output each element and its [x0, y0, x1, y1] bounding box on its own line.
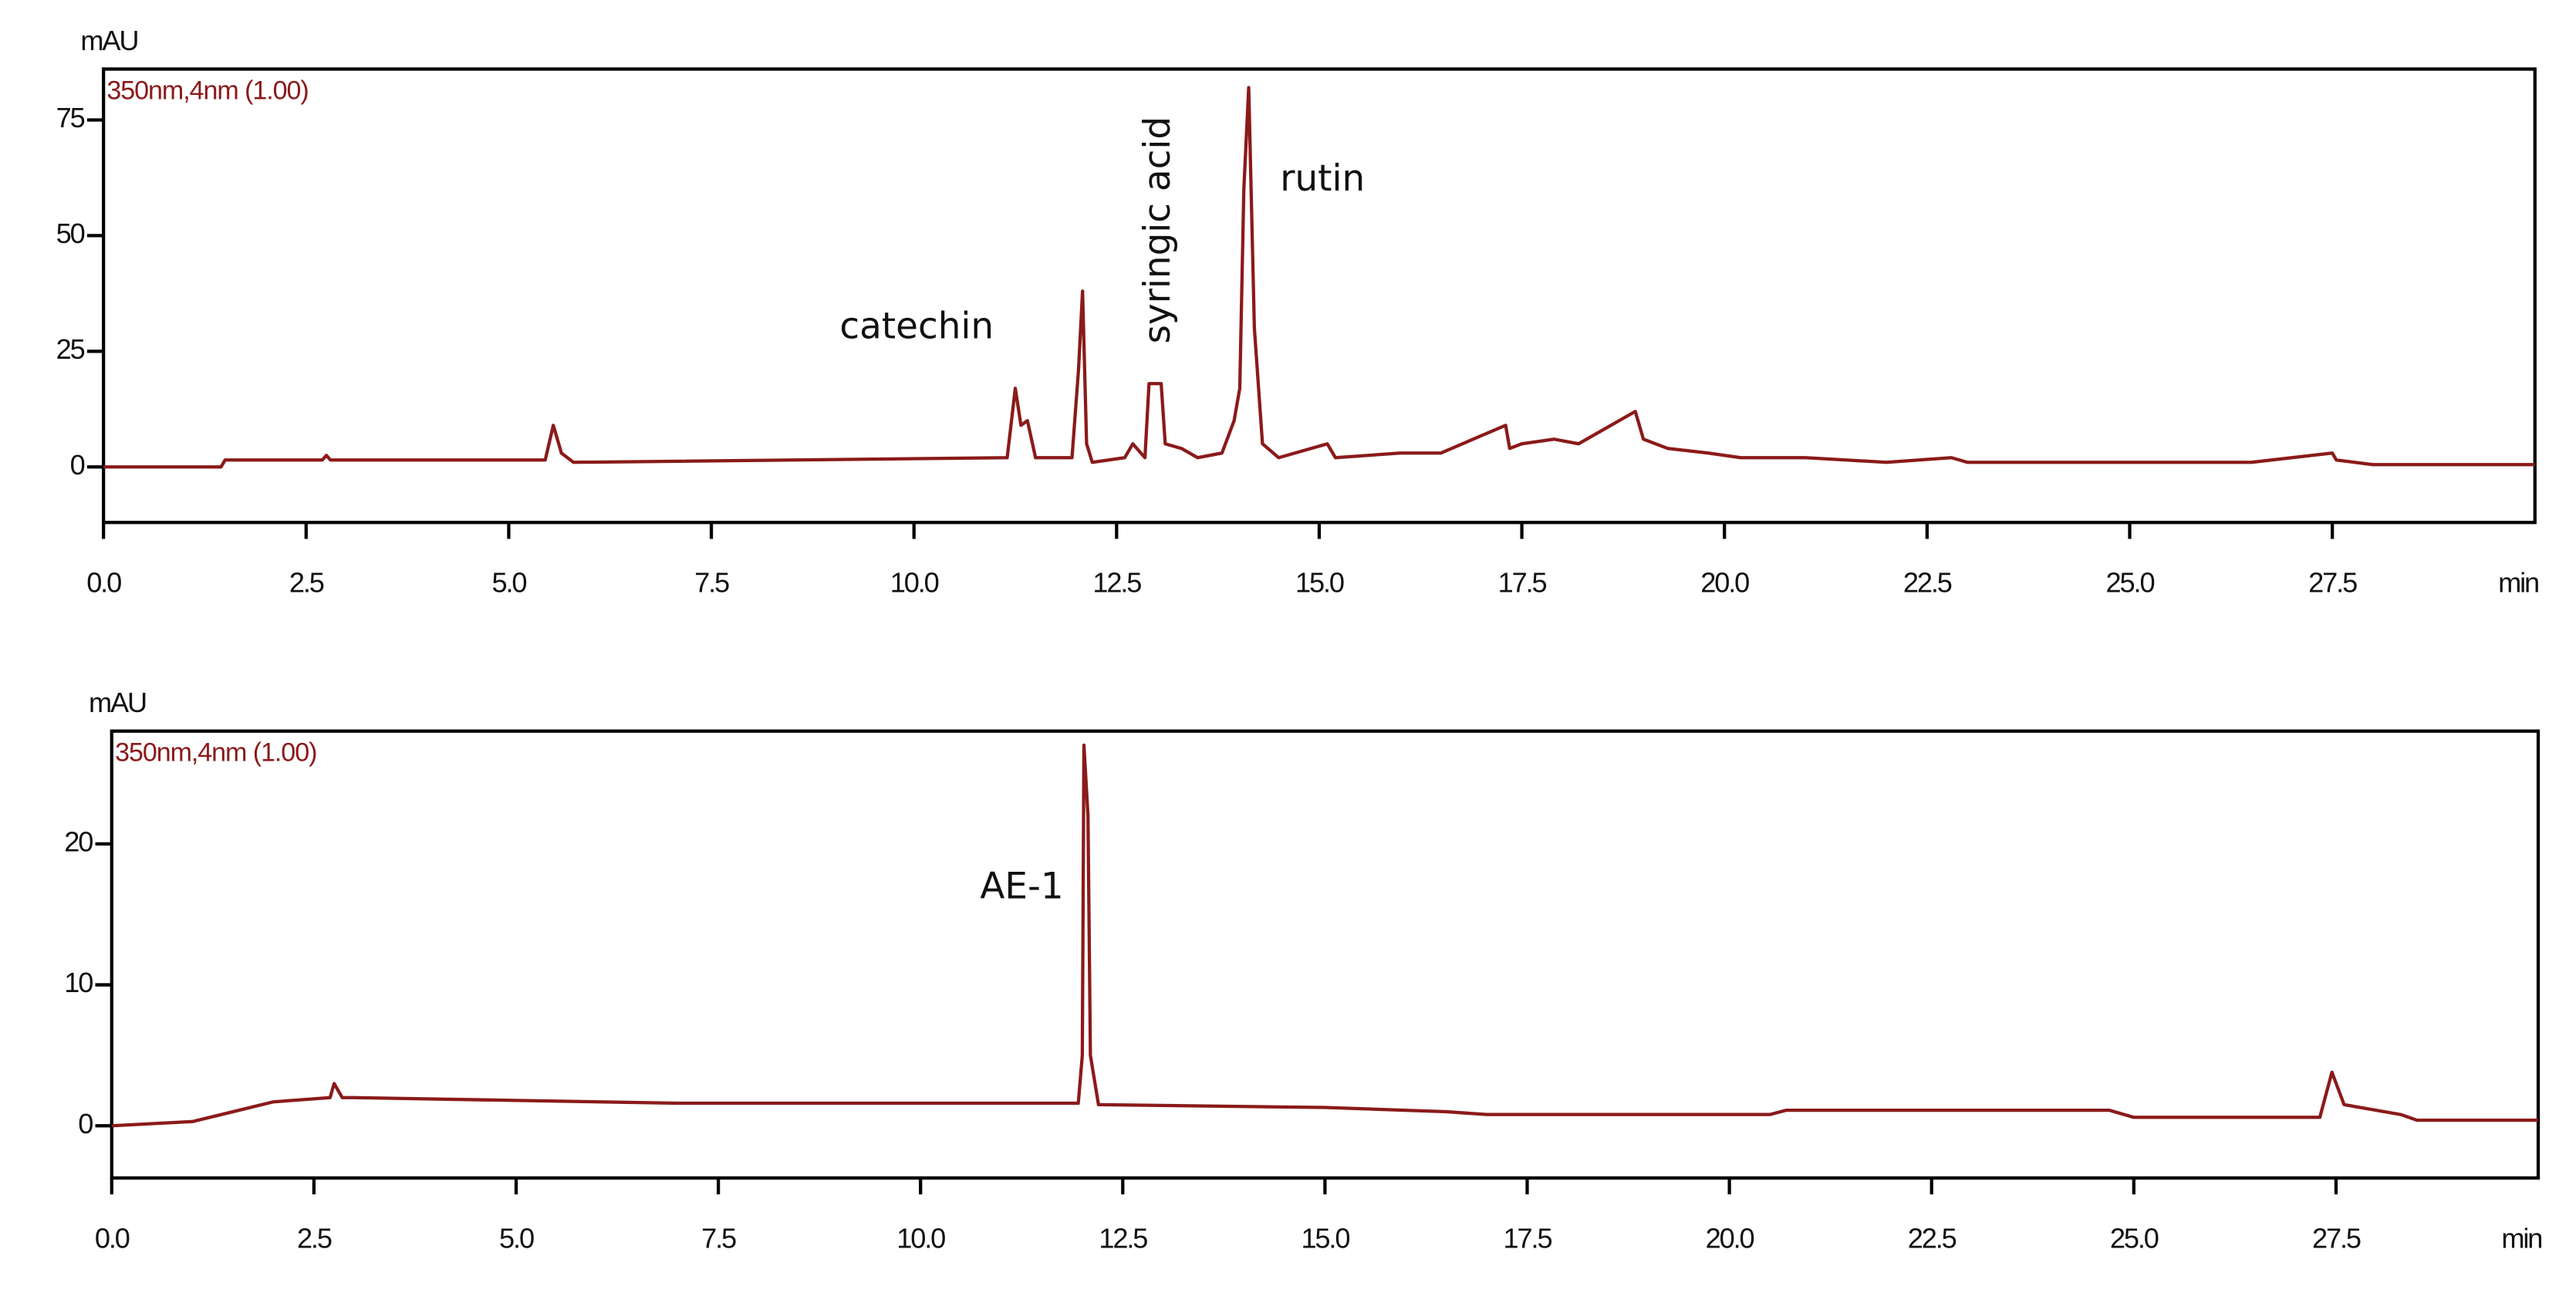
x-tick-label: 10.0	[896, 1222, 945, 1254]
x-tick-label: 25.0	[2106, 567, 2155, 599]
x-tick-label: 20.0	[1706, 1222, 1754, 1254]
x-tick-label: 5.0	[491, 567, 526, 599]
x-tick-label: 2.5	[289, 567, 324, 599]
x-tick-label: 12.5	[1092, 567, 1141, 599]
x-tick-label: 25.0	[2110, 1222, 2159, 1254]
x-tick-label: 10.0	[890, 567, 939, 599]
x-tick-label: 22.5	[1908, 1222, 1956, 1254]
y-axis-label: mAU	[80, 25, 137, 56]
x-tick-label: 27.5	[2308, 567, 2357, 599]
x-tick-label: 0.0	[86, 567, 121, 599]
x-axis-label: min	[2498, 567, 2538, 599]
peak-annotation: rutin	[1280, 158, 1365, 200]
x-tick-label: 7.5	[694, 567, 729, 599]
plot-frame	[102, 67, 2537, 525]
y-tick-label: 25	[56, 333, 85, 365]
x-tick-label: 7.5	[701, 1222, 736, 1254]
x-tick-label: 0.0	[95, 1222, 130, 1254]
x-axis-label: min	[2501, 1222, 2541, 1254]
y-tick-label: 10	[64, 967, 93, 998]
y-tick-label: 50	[56, 218, 85, 249]
x-tick-label: 17.5	[1498, 567, 1547, 599]
peak-annotation: AE-1	[980, 866, 1063, 908]
x-tick-label: 20.0	[1700, 567, 1749, 599]
x-tick-label: 12.5	[1099, 1222, 1147, 1254]
legend-label: 350nm,4nm (1.00)	[115, 738, 316, 767]
y-tick-label: 20	[64, 825, 93, 857]
x-tick-label: 15.0	[1301, 1222, 1349, 1254]
x-tick-label: 2.5	[297, 1222, 332, 1254]
trace	[103, 86, 2535, 469]
plot-frame	[110, 729, 2541, 1180]
x-tick-label: 17.5	[1504, 1222, 1552, 1254]
x-tick-label: 5.0	[499, 1222, 534, 1254]
y-axis-label: mAU	[89, 687, 146, 718]
peak-annotation: syringic acid	[1137, 116, 1179, 344]
legend-label: 350nm,4nm (1.00)	[106, 76, 308, 105]
y-tick-label: 75	[56, 102, 85, 133]
y-tick-label: 0	[78, 1108, 93, 1139]
trace	[111, 743, 2539, 1128]
y-tick-label: 0	[70, 449, 85, 481]
x-tick-label: 27.5	[2312, 1222, 2361, 1254]
x-tick-label: 15.0	[1295, 567, 1344, 599]
x-tick-label: 22.5	[1903, 567, 1952, 599]
peak-annotation: catechin	[839, 306, 994, 347]
